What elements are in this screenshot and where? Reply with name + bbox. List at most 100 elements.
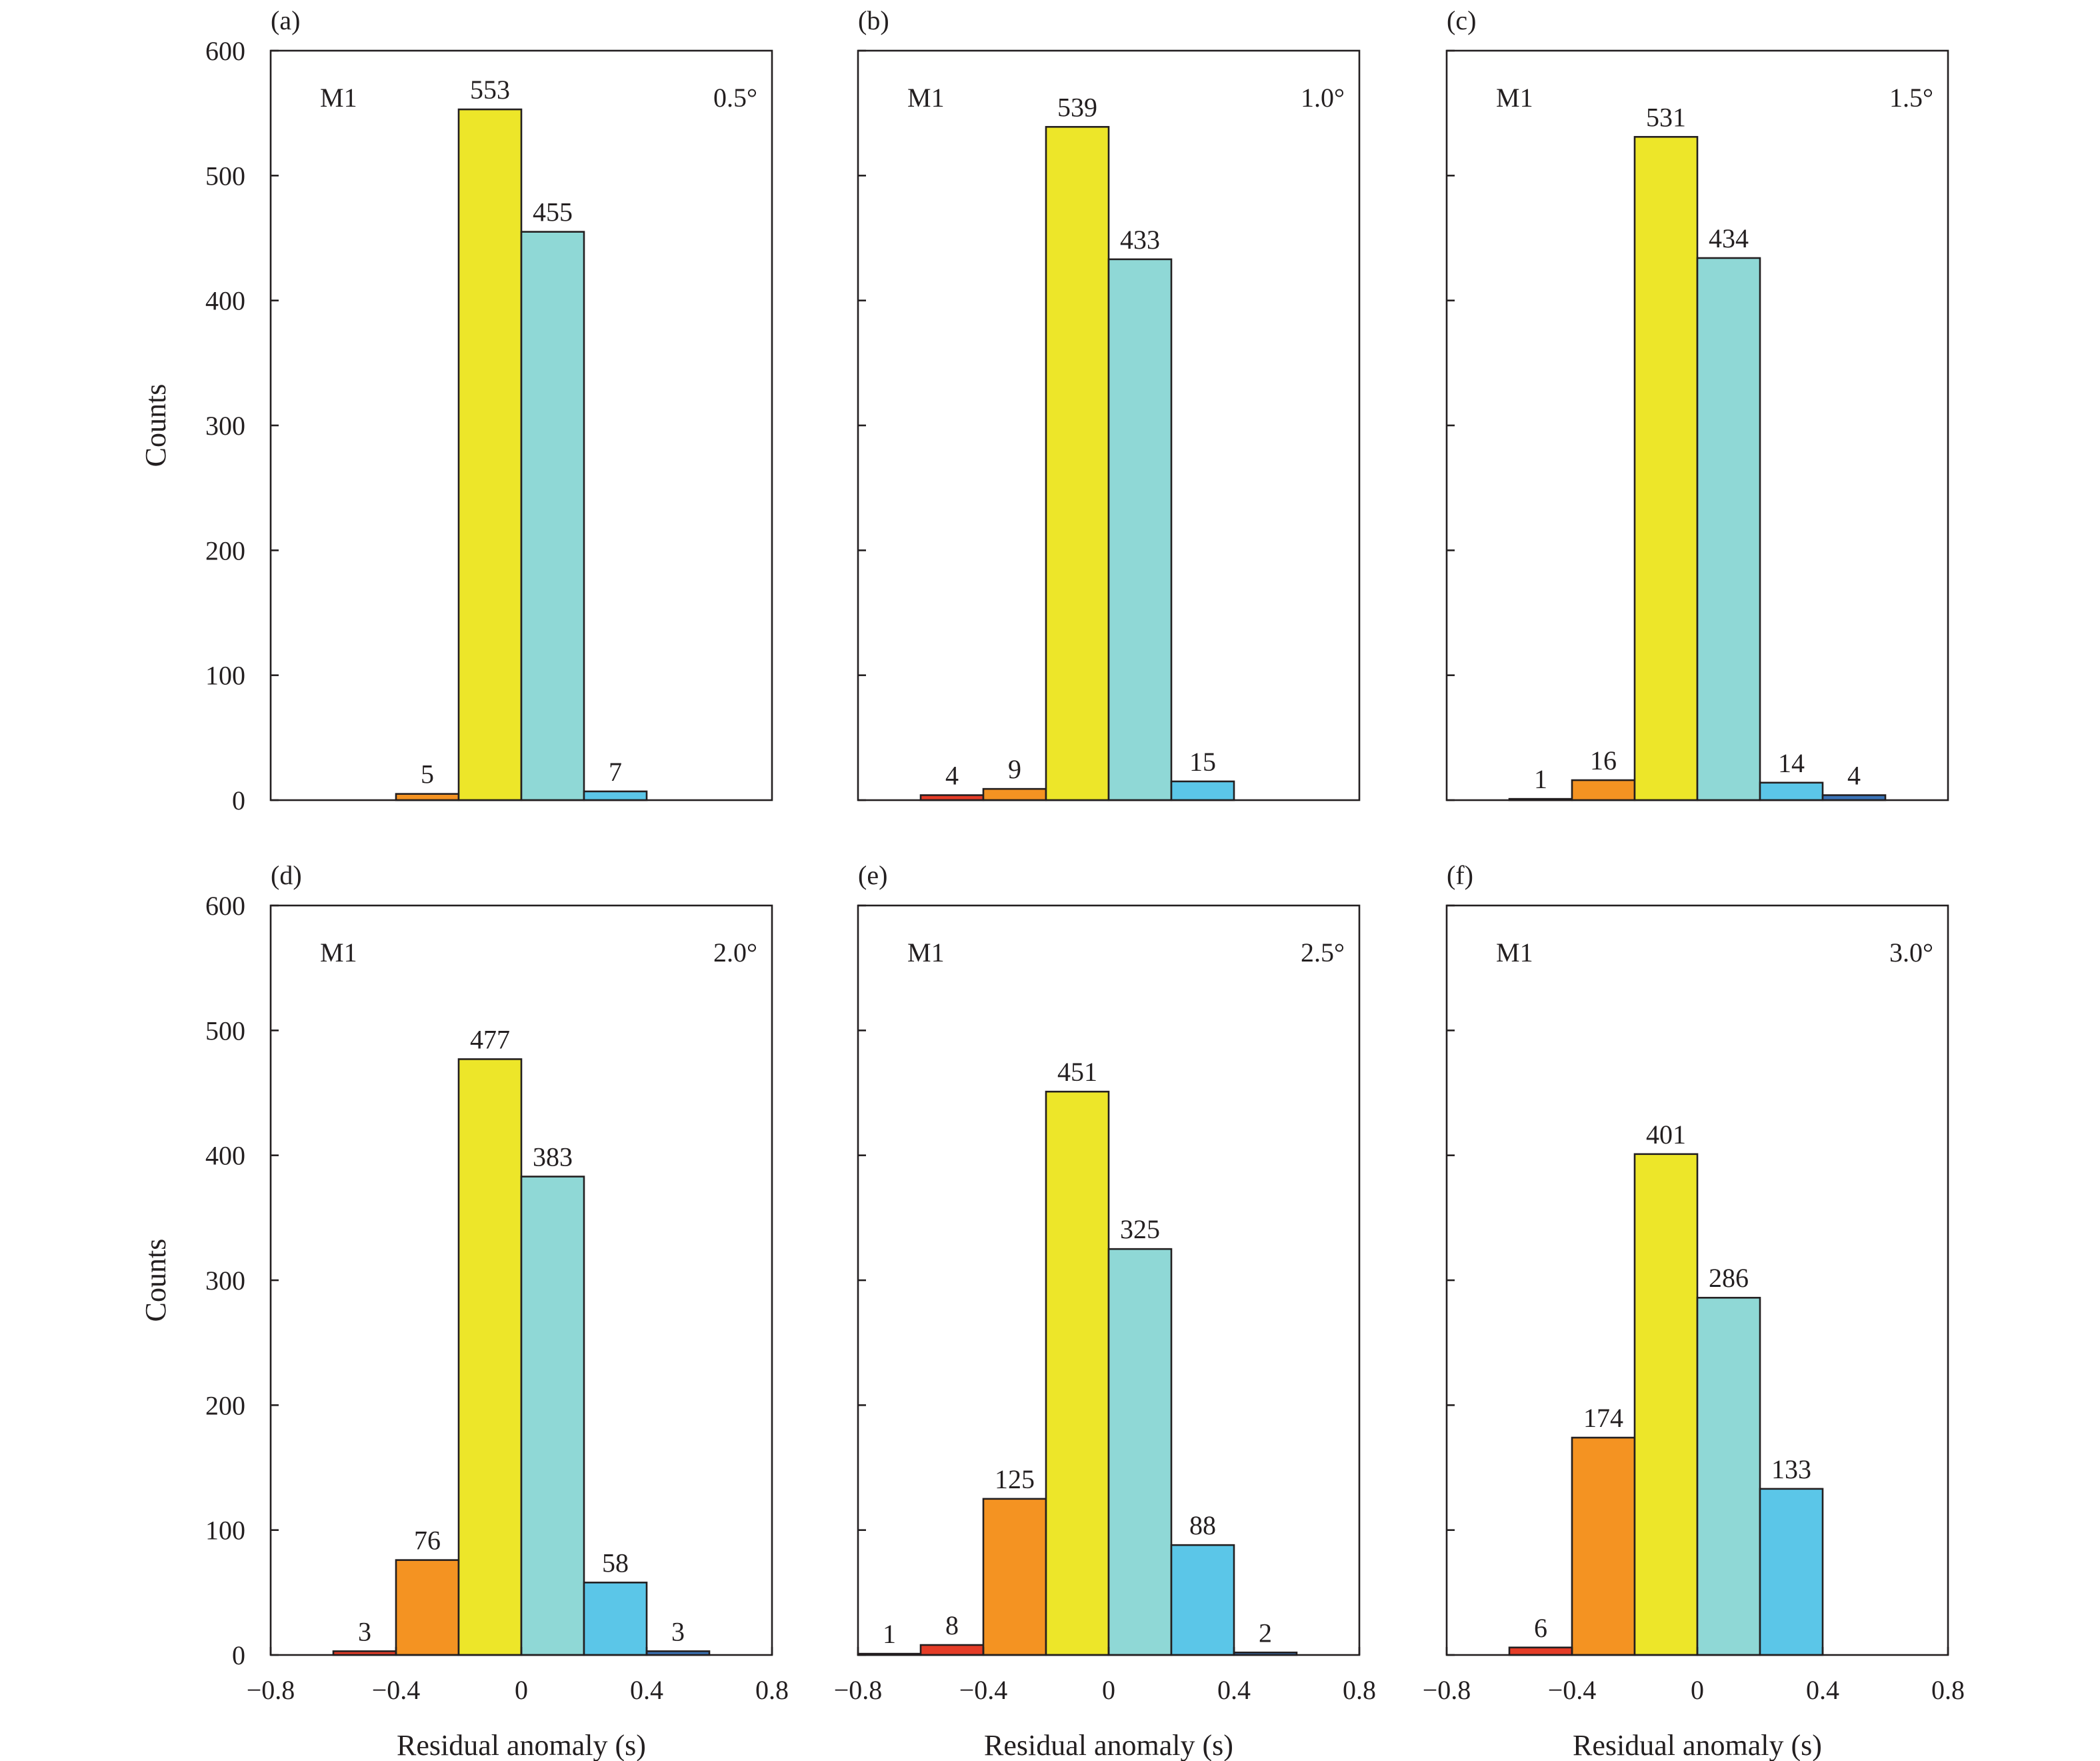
x-tick-label: −0.8 (1423, 1675, 1471, 1705)
bar-value-label: 58 (602, 1548, 629, 1578)
bar-value-label: 1 (1534, 764, 1547, 794)
panel-label: (b) (858, 5, 889, 35)
bar-value-label: 553 (470, 75, 510, 105)
panel-label: (c) (1447, 5, 1476, 35)
bar-value-label: 9 (1008, 754, 1021, 784)
y-tick-label: 400 (205, 286, 245, 316)
bar-value-label: 434 (1709, 223, 1749, 253)
y-axis-title: Counts (139, 384, 172, 467)
panel-label: (e) (858, 860, 887, 890)
bar (457, 108, 523, 801)
x-tick-label: 0 (1691, 1675, 1704, 1705)
bar (1571, 1436, 1636, 1656)
bar (1633, 1153, 1699, 1656)
bar (1107, 258, 1173, 801)
y-tick-label: 100 (205, 1516, 245, 1546)
bar-value-label: 7 (609, 757, 622, 787)
panel-label: (d) (271, 860, 302, 890)
bar (1170, 780, 1235, 801)
angle-label: 1.0° (1301, 83, 1345, 113)
y-tick-label: 400 (205, 1141, 245, 1171)
model-label: M1 (907, 83, 945, 113)
angle-label: 3.0° (1889, 938, 1933, 968)
bar-value-label: 6 (1534, 1613, 1547, 1643)
bar (1759, 1488, 1824, 1656)
bar (395, 793, 460, 801)
y-tick-label: 0 (232, 785, 245, 815)
angle-label: 0.5° (713, 83, 757, 113)
bar (1696, 1296, 1761, 1656)
bar-value-label: 477 (470, 1024, 510, 1054)
bar-value-label: 133 (1771, 1454, 1811, 1484)
x-axis-title: Residual anomaly (s) (984, 1729, 1233, 1761)
y-tick-label: 0 (232, 1640, 245, 1670)
model-label: M1 (1496, 938, 1533, 968)
bar (395, 1559, 460, 1656)
panel-c: 1 16 531 434 14 4 (c) M1 1.5° (1445, 5, 1949, 801)
bar (583, 790, 648, 801)
panel-label: (a) (271, 5, 300, 35)
y-tick-label: 500 (205, 161, 245, 191)
x-tick-label: 0.4 (630, 1675, 663, 1705)
angle-label: 1.5° (1889, 83, 1933, 113)
bar-value-label: 1 (883, 1619, 896, 1649)
y-tick-label: 100 (205, 661, 245, 691)
bar (1571, 779, 1636, 801)
bar-value-label: 174 (1583, 1403, 1623, 1433)
bar (1045, 1090, 1110, 1656)
y-tick-label: 600 (205, 36, 245, 66)
bar-value-label: 5 (421, 759, 434, 789)
bar (583, 1582, 648, 1656)
bar-value-label: 401 (1646, 1120, 1686, 1150)
x-axis-title: Residual anomaly (s) (397, 1729, 646, 1761)
x-tick-label: −0.4 (959, 1675, 1008, 1705)
bar-value-label: 531 (1646, 102, 1686, 132)
model-label: M1 (1496, 83, 1533, 113)
bar (1633, 135, 1699, 801)
x-tick-label: 0.8 (1931, 1675, 1965, 1705)
y-tick-label: 200 (205, 535, 245, 565)
x-tick-label: 0 (515, 1675, 528, 1705)
panel-label: (f) (1447, 860, 1473, 890)
model-label: M1 (320, 83, 357, 113)
bar (1045, 125, 1110, 801)
bar-value-label: 8 (945, 1610, 959, 1640)
angle-label: 2.0° (713, 938, 757, 968)
bar (982, 787, 1047, 801)
bar (1508, 1646, 1573, 1656)
model-label: M1 (907, 938, 945, 968)
bar-value-label: 3 (671, 1616, 685, 1646)
y-tick-label: 500 (205, 1016, 245, 1046)
y-axis-title: Counts (139, 1239, 172, 1322)
bar-value-label: 539 (1057, 92, 1097, 122)
bar-value-label: 76 (414, 1526, 441, 1556)
bar (1759, 781, 1824, 801)
panel-a: 0 100 200 300 400 500 600 5 553 455 7 (a) M1 0.5° Coun… (139, 5, 773, 815)
bar (1107, 1248, 1173, 1656)
bar-value-label: 4 (945, 761, 959, 791)
panel-f: −0.8 −0.4 0 0.4 0.8 6 174 401 286 133 (f) M1 3.0° Res… (1423, 860, 1965, 1761)
y-tick-label: 300 (205, 1266, 245, 1296)
bar-value-label: 88 (1189, 1510, 1216, 1540)
bar (982, 1498, 1047, 1656)
bar-value-label: 383 (533, 1142, 573, 1172)
bar-value-label: 325 (1120, 1214, 1160, 1244)
x-tick-label: 0.8 (1343, 1675, 1376, 1705)
bar-value-label: 2 (1259, 1618, 1272, 1648)
bar (1170, 1544, 1235, 1656)
x-tick-label: 0 (1102, 1675, 1115, 1705)
x-tick-label: −0.4 (1548, 1675, 1597, 1705)
panel-e: −0.8 −0.4 0 0.4 0.8 1 8 125 451 325 88 2 (e) M1 2.5° Re… (834, 860, 1376, 1761)
x-tick-label: 0.8 (755, 1675, 789, 1705)
x-tick-label: 0.4 (1217, 1675, 1251, 1705)
bar-value-label: 286 (1709, 1263, 1749, 1293)
y-tick-label: 300 (205, 411, 245, 441)
x-tick-label: −0.4 (372, 1675, 421, 1705)
bar (919, 1644, 985, 1656)
bar (457, 1058, 523, 1656)
angle-label: 2.5° (1301, 938, 1345, 968)
x-tick-label: −0.8 (247, 1675, 295, 1705)
panel-d: 0 100 200 300 400 500 600 −0.8 −0.4 0 0.4 0.8 3 76 477… (139, 860, 789, 1761)
model-label: M1 (320, 938, 357, 968)
